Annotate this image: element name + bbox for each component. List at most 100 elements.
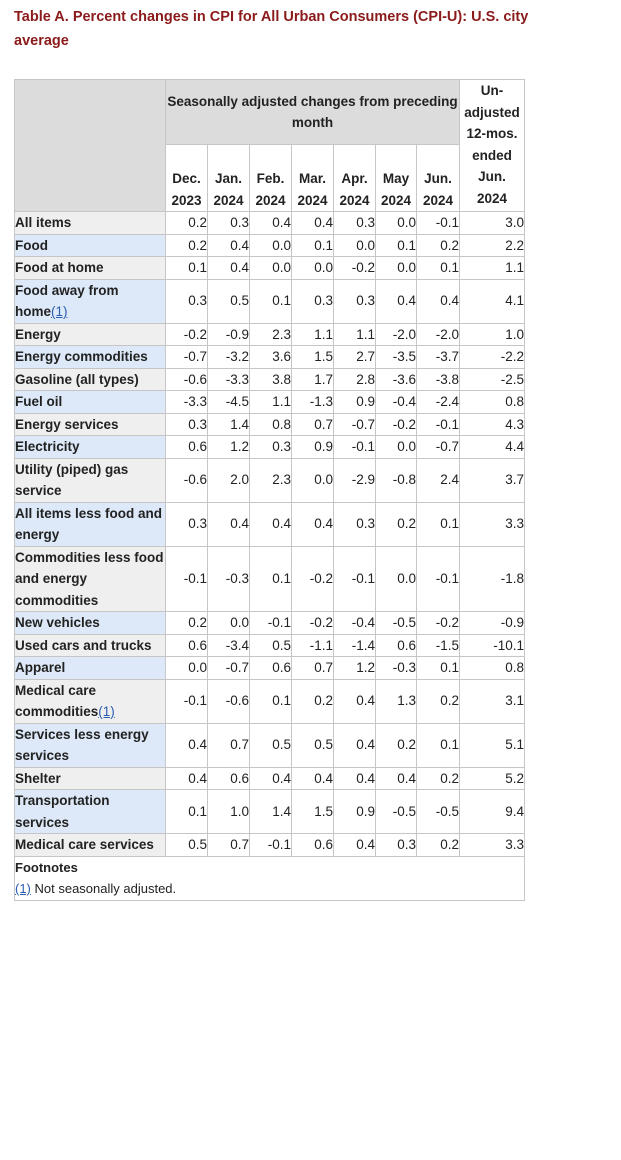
value-cell: -2.4 xyxy=(416,390,460,414)
value-cell: 0.6 xyxy=(291,833,334,857)
row-label: New vehicles xyxy=(15,615,100,630)
row-label-cell: Food away from home(1) xyxy=(14,278,166,324)
table-row: Shelter 0.4 0.6 0.4 0.4 0.4 0.4 0.2 5.2 xyxy=(14,766,525,790)
month-header-6: Jun. 2024 xyxy=(416,144,460,212)
value-cell: -0.3 xyxy=(207,545,250,612)
value-cell: 0.6 xyxy=(207,766,250,790)
value-cell: 0.2 xyxy=(165,611,208,635)
value-cell: 3.8 xyxy=(249,367,292,391)
value-cell: -1.4 xyxy=(333,633,376,657)
value-cell: 1.1 xyxy=(291,322,334,346)
month-label: Dec. xyxy=(172,171,201,186)
value-cell: -0.7 xyxy=(416,435,460,459)
row-label: Used cars and trucks xyxy=(15,637,152,653)
unadjusted-value-cell: 1.1 xyxy=(459,256,525,280)
value-cell: 0.2 xyxy=(375,501,417,547)
value-cell: 0.5 xyxy=(249,722,292,768)
value-cell: 2.4 xyxy=(416,457,460,503)
value-cell: 0.0 xyxy=(375,435,417,459)
value-cell: 0.4 xyxy=(333,833,376,857)
value-cell: 0.6 xyxy=(375,633,417,657)
value-cell: 0.3 xyxy=(333,501,376,547)
value-cell: 0.4 xyxy=(333,678,376,724)
value-cell: 0.0 xyxy=(375,545,417,612)
unadjusted-header-line: 12-mos. xyxy=(466,126,518,141)
table-row: Fuel oil -3.3 -4.5 1.1 -1.3 0.9 -0.4 -2.4 0.8 xyxy=(14,390,525,414)
value-cell: 0.7 xyxy=(207,722,250,768)
value-cell: 2.3 xyxy=(249,322,292,346)
footnote-item: (1) Not seasonally adjusted. xyxy=(15,881,176,896)
value-cell: 0.2 xyxy=(416,833,460,857)
value-cell: -0.1 xyxy=(165,678,208,724)
table-row: Used cars and trucks 0.6 -3.4 0.5 -1.1 -1.4 0.… xyxy=(14,633,525,657)
value-cell: 0.2 xyxy=(291,678,334,724)
row-label-cell: Apparel xyxy=(14,656,166,680)
value-cell: -0.4 xyxy=(333,611,376,635)
month-header-4: Apr. 2024 xyxy=(333,144,376,212)
value-cell: 0.0 xyxy=(375,211,417,235)
value-cell: 0.7 xyxy=(291,656,334,680)
month-header-5: May 2024 xyxy=(375,144,417,212)
value-cell: 1.0 xyxy=(207,789,250,834)
value-cell: 0.4 xyxy=(333,766,376,790)
value-cell: 0.4 xyxy=(249,211,292,235)
value-cell: -0.1 xyxy=(333,435,376,459)
value-cell: 0.9 xyxy=(333,789,376,834)
value-cell: -0.6 xyxy=(207,678,250,724)
value-cell: 0.7 xyxy=(291,412,334,436)
value-cell: -2.0 xyxy=(416,322,460,346)
row-label: Gasoline (all types) xyxy=(15,371,139,387)
value-cell: 1.1 xyxy=(333,322,376,346)
row-label-cell: Electricity xyxy=(14,435,166,459)
unadjusted-value-cell: 3.3 xyxy=(459,833,525,857)
value-cell: -0.2 xyxy=(165,322,208,346)
value-cell: 0.1 xyxy=(249,545,292,612)
footnotes-section: Footnotes (1) Not seasonally adjusted. xyxy=(14,855,525,901)
value-cell: 0.9 xyxy=(291,435,334,459)
value-cell: 1.1 xyxy=(249,390,292,414)
footnote-1-link[interactable]: (1) xyxy=(15,881,31,896)
row-label: Energy xyxy=(15,326,61,342)
unadjusted-value-cell: 0.8 xyxy=(459,390,525,414)
month-header-2: Feb. 2024 xyxy=(249,144,292,212)
table-row: New vehicles 0.2 0.0 -0.1 -0.2 -0.4 -0.5 -0.2 -0… xyxy=(14,611,525,635)
value-cell: 0.1 xyxy=(249,278,292,324)
footnote-ref-link[interactable]: (1) xyxy=(98,704,115,719)
row-label: Medical care commodities xyxy=(15,682,99,720)
row-label: Medical care services xyxy=(15,837,154,852)
value-cell: 0.3 xyxy=(375,833,417,857)
unadjusted-header-line: ended xyxy=(472,147,512,163)
unadjusted-header-line: adjusted xyxy=(464,104,520,120)
value-cell: -0.1 xyxy=(333,545,376,612)
value-cell: 0.2 xyxy=(416,678,460,724)
unadjusted-value-cell: 9.4 xyxy=(459,789,525,834)
month-header-row: Dec. 2023 Jan. 2024 Feb. 2024 Mar. 2024 Apr. 2024… xyxy=(15,144,525,212)
value-cell: 1.5 xyxy=(291,789,334,834)
value-cell: 0.3 xyxy=(291,278,334,324)
seasonally-adjusted-group-header: Seasonally adjusted changes from precedi… xyxy=(165,79,460,145)
value-cell: -1.3 xyxy=(291,390,334,414)
row-label-cell: New vehicles xyxy=(14,611,166,635)
value-cell: -0.6 xyxy=(165,457,208,503)
table-row: All items less food and energy 0.3 0.4 0.4 0… xyxy=(14,501,525,547)
value-cell: -0.2 xyxy=(291,545,334,612)
value-cell: -0.9 xyxy=(207,322,250,346)
value-cell: 0.1 xyxy=(249,678,292,724)
footnote-ref-link[interactable]: (1) xyxy=(51,304,68,319)
table-row: Apparel 0.0 -0.7 0.6 0.7 1.2 -0.3 0.1 0.8 xyxy=(14,656,525,680)
value-cell: 0.2 xyxy=(416,766,460,790)
year-label: 2024 xyxy=(339,192,370,208)
value-cell: 0.5 xyxy=(249,633,292,657)
row-label-cell: Medical care commodities(1) xyxy=(14,678,166,724)
value-cell: 0.1 xyxy=(416,656,460,680)
cpi-table: Seasonally adjusted changes from precedi… xyxy=(14,79,525,901)
row-label-cell: Energy services xyxy=(14,412,166,436)
table-row: Medical care services 0.5 0.7 -0.1 0.6 0.4 0.3… xyxy=(14,833,525,857)
unadjusted-value-cell: 4.4 xyxy=(459,435,525,459)
row-label-cell: Fuel oil xyxy=(14,390,166,414)
row-label: Commodities less food and energy commodi… xyxy=(15,549,164,608)
value-cell: 0.3 xyxy=(249,435,292,459)
value-cell: 0.4 xyxy=(165,766,208,790)
unadjusted-value-cell: -2.2 xyxy=(459,345,525,369)
value-cell: 2.0 xyxy=(207,457,250,503)
